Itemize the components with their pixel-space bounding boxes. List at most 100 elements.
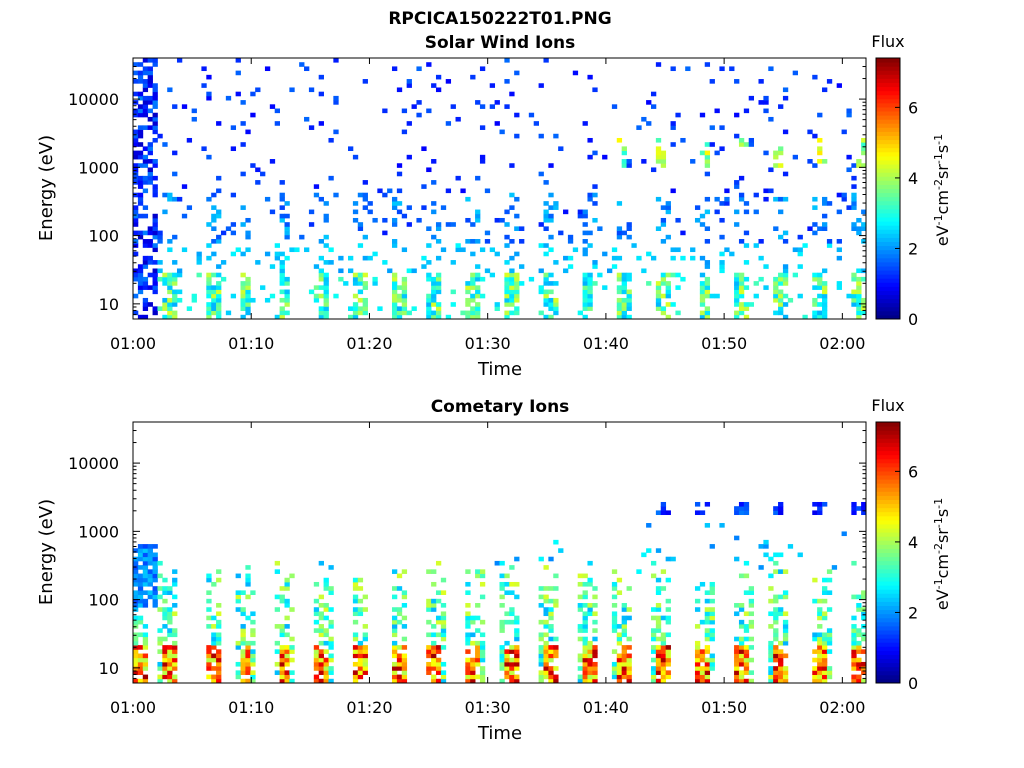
heatmap-cell [655, 302, 662, 307]
colorbar-segment [876, 306, 900, 312]
heatmap-cell [543, 251, 549, 257]
heatmap-cell [709, 79, 715, 84]
heatmap-cell [152, 112, 158, 118]
heatmap-cell [768, 674, 774, 680]
heatmap-cell [167, 674, 173, 680]
heatmap-cell [699, 222, 706, 227]
heatmap-cell [509, 163, 515, 168]
heatmap-cell [509, 285, 515, 290]
heatmap-cell [655, 196, 662, 202]
colorbar-segment [876, 548, 900, 553]
heatmap-cell [191, 293, 197, 299]
heatmap-cell [240, 640, 246, 646]
heatmap-cell [357, 661, 364, 667]
heatmap-cell [362, 661, 368, 667]
colorbar-segment [876, 180, 900, 185]
heatmap-cell [323, 674, 329, 680]
heatmap-cell [396, 293, 403, 299]
heatmap-cell [470, 674, 476, 680]
heatmap-cell [738, 510, 745, 516]
heatmap-cell [660, 276, 667, 282]
heatmap-cell [587, 154, 593, 160]
heatmap-cell [812, 577, 818, 583]
heatmap-cell [738, 142, 745, 147]
heatmap-cell [367, 209, 373, 215]
heatmap-cell [641, 116, 647, 122]
heatmap-cell [372, 276, 378, 282]
heatmap-cell [323, 276, 329, 282]
heatmap-cell [284, 297, 290, 303]
heatmap-cell [675, 310, 681, 316]
colorbar-segment [876, 670, 900, 676]
heatmap-cell [323, 213, 329, 219]
heatmap-cell [250, 297, 256, 303]
heatmap-cell [250, 674, 256, 680]
heatmap-cell [289, 636, 295, 642]
heatmap-cell [357, 272, 364, 278]
heatmap-cell [284, 586, 290, 591]
heatmap-cell [245, 577, 251, 583]
heatmap-cell [768, 657, 774, 663]
heatmap-cell [240, 100, 246, 105]
heatmap-cell [391, 243, 398, 248]
heatmap-cell [172, 640, 178, 646]
heatmap-cell [328, 666, 334, 671]
heatmap-cell [147, 548, 153, 553]
heatmap-cell [284, 201, 290, 206]
heatmap-cell [514, 556, 520, 562]
heatmap-cell [665, 607, 671, 612]
heatmap-cell [758, 544, 764, 549]
heatmap-cell [665, 272, 671, 278]
heatmap-cell [748, 678, 755, 684]
heatmap-cell [856, 302, 862, 307]
heatmap-cell [206, 272, 212, 278]
heatmap-cell [861, 594, 867, 600]
colorbar-tick-label: 4 [908, 533, 918, 552]
heatmap-cell [152, 83, 158, 88]
heatmap-cell [626, 159, 632, 164]
heatmap-cell [787, 544, 794, 549]
heatmap-cell [137, 281, 144, 286]
colorbar-segment [876, 245, 900, 251]
heatmap-cell [313, 628, 320, 633]
heatmap-cell [655, 619, 662, 625]
heatmap-cell [782, 678, 789, 684]
heatmap-cell [152, 281, 158, 286]
heatmap-cell [514, 70, 520, 76]
heatmap-cell [176, 297, 183, 303]
heatmap-cell [778, 281, 784, 286]
heatmap-cell [391, 624, 398, 629]
heatmap-cell [504, 243, 510, 248]
heatmap-cell [162, 674, 168, 680]
heatmap-cell [650, 657, 657, 663]
heatmap-cell [142, 108, 149, 114]
heatmap-cell [817, 293, 823, 299]
colorbar-segment [876, 282, 900, 287]
heatmap-cell [220, 230, 227, 236]
heatmap-cell [245, 640, 251, 646]
heatmap-cell [738, 302, 745, 307]
heatmap-cell [157, 649, 163, 654]
heatmap-cell [245, 661, 251, 667]
heatmap-cell [421, 184, 427, 189]
heatmap-cell [768, 556, 774, 562]
colorbar-segment [876, 523, 900, 529]
colorbar-segment [876, 270, 900, 275]
colorbar-segment [876, 585, 900, 590]
heatmap-cell [592, 217, 598, 223]
heatmap-cell [137, 108, 144, 114]
heatmap-cell [670, 556, 676, 562]
heatmap-cell [538, 661, 544, 667]
heatmap-cell [411, 104, 417, 109]
heatmap-cell [616, 670, 623, 675]
heatmap-cell [704, 171, 711, 177]
colorbar-segment [876, 131, 900, 136]
heatmap-cell [538, 556, 544, 562]
heatmap-cell [812, 632, 818, 638]
heatmap-cell [743, 636, 750, 642]
heatmap-cell [699, 289, 706, 295]
heatmap-cell [157, 306, 163, 311]
heatmap-cell [245, 573, 251, 579]
heatmap-cell [206, 276, 212, 282]
heatmap-cell [782, 628, 789, 633]
